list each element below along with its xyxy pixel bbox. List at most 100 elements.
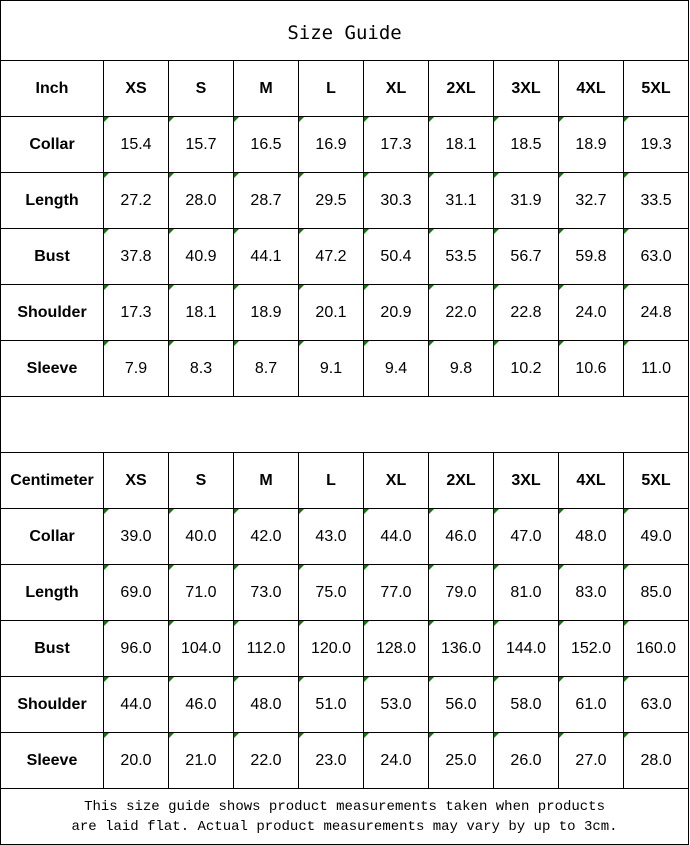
measurement-value: 63.0: [622, 228, 690, 285]
measurement-value: 71.0: [168, 564, 234, 621]
measurement-value: 33.5: [622, 172, 690, 229]
measurement-note: This size guide shows product measuremen…: [0, 788, 690, 845]
measurement-label: Length: [0, 564, 104, 621]
measurement-value: 144.0: [493, 620, 559, 677]
measurement-value: 9.1: [298, 340, 364, 397]
measurement-value: 79.0: [428, 564, 494, 621]
size-header: S: [168, 60, 234, 117]
measurement-value: 15.7: [168, 116, 234, 173]
measurement-value: 9.4: [363, 340, 429, 397]
measurement-value: 32.7: [558, 172, 624, 229]
measurement-value: 10.2: [493, 340, 559, 397]
measurement-value: 23.0: [298, 732, 364, 789]
size-header: XS: [103, 60, 169, 117]
measurement-value: 63.0: [622, 676, 690, 733]
table-title: Size Guide: [0, 0, 690, 61]
measurement-value: 120.0: [298, 620, 364, 677]
measurement-value: 56.0: [428, 676, 494, 733]
measurement-value: 44.0: [363, 508, 429, 565]
measurement-value: 8.7: [233, 340, 299, 397]
measurement-value: 27.2: [103, 172, 169, 229]
measurement-value: 20.1: [298, 284, 364, 341]
measurement-value: 17.3: [363, 116, 429, 173]
measurement-value: 73.0: [233, 564, 299, 621]
measurement-value: 22.8: [493, 284, 559, 341]
size-header: XL: [363, 452, 429, 509]
inch-header-row: Inch XS S M L XL 2XL 3XL 4XL 5XL: [0, 60, 690, 117]
measurement-value: 56.7: [493, 228, 559, 285]
measurement-label: Collar: [0, 508, 104, 565]
measurement-value: 46.0: [168, 676, 234, 733]
measurement-value: 136.0: [428, 620, 494, 677]
measurement-value: 18.1: [168, 284, 234, 341]
measurement-value: 24.0: [558, 284, 624, 341]
measurement-value: 37.8: [103, 228, 169, 285]
note-line-2: are laid flat. Actual product measuremen…: [71, 818, 618, 835]
measurement-value: 28.0: [622, 732, 690, 789]
size-header: M: [233, 452, 299, 509]
measurement-label: Shoulder: [0, 676, 104, 733]
spacer-row: [0, 396, 690, 453]
size-header: 5XL: [622, 452, 690, 509]
measurement-value: 21.0: [168, 732, 234, 789]
measurement-value: 48.0: [558, 508, 624, 565]
measurement-value: 81.0: [493, 564, 559, 621]
measurement-value: 27.0: [558, 732, 624, 789]
measurement-value: 77.0: [363, 564, 429, 621]
measurement-value: 17.3: [103, 284, 169, 341]
measurement-value: 51.0: [298, 676, 364, 733]
measurement-label: Length: [0, 172, 104, 229]
size-header: 3XL: [493, 60, 559, 117]
measurement-value: 49.0: [622, 508, 690, 565]
measurement-value: 18.5: [493, 116, 559, 173]
size-header: 2XL: [428, 60, 494, 117]
measurement-value: 85.0: [622, 564, 690, 621]
measurement-label: Bust: [0, 620, 104, 677]
measurement-value: 58.0: [493, 676, 559, 733]
measurement-value: 18.9: [233, 284, 299, 341]
note-line-1: This size guide shows product measuremen…: [84, 798, 605, 815]
table-row: Length 27.2 28.0 28.7 29.5 30.3 31.1 31.9 32.7 33…: [0, 172, 690, 229]
table-row: Shoulder 44.0 46.0 48.0 51.0 53.0 56.0 58.0 61.0…: [0, 676, 690, 733]
measurement-value: 39.0: [103, 508, 169, 565]
measurement-label: Bust: [0, 228, 104, 285]
measurement-label: Collar: [0, 116, 104, 173]
measurement-value: 19.3: [622, 116, 690, 173]
measurement-value: 16.9: [298, 116, 364, 173]
measurement-value: 26.0: [493, 732, 559, 789]
measurement-value: 53.0: [363, 676, 429, 733]
size-header: 4XL: [558, 60, 624, 117]
measurement-value: 83.0: [558, 564, 624, 621]
measurement-value: 112.0: [233, 620, 299, 677]
measurement-value: 43.0: [298, 508, 364, 565]
size-header: M: [233, 60, 299, 117]
unit-label: Centimeter: [0, 452, 104, 509]
table-row: Collar 39.0 40.0 42.0 43.0 44.0 46.0 47.0 48.0 49…: [0, 508, 690, 565]
measurement-label: Shoulder: [0, 284, 104, 341]
measurement-value: 44.0: [103, 676, 169, 733]
measurement-value: 31.1: [428, 172, 494, 229]
cm-header-row: Centimeter XS S M L XL 2XL 3XL 4XL 5XL: [0, 452, 690, 509]
measurement-value: 25.0: [428, 732, 494, 789]
unit-label: Inch: [0, 60, 104, 117]
measurement-value: 44.1: [233, 228, 299, 285]
size-header: L: [298, 452, 364, 509]
size-header: 4XL: [558, 452, 624, 509]
size-header: 5XL: [622, 60, 690, 117]
measurement-value: 47.0: [493, 508, 559, 565]
size-header: S: [168, 452, 234, 509]
table-row: Length 69.0 71.0 73.0 75.0 77.0 79.0 81.0 83.0 85…: [0, 564, 690, 621]
measurement-value: 18.9: [558, 116, 624, 173]
table-row: Shoulder 17.3 18.1 18.9 20.1 20.9 22.0 22.8 24.0…: [0, 284, 690, 341]
measurement-value: 10.6: [558, 340, 624, 397]
size-header: XS: [103, 452, 169, 509]
size-header: 3XL: [493, 452, 559, 509]
measurement-value: 18.1: [428, 116, 494, 173]
measurement-value: 15.4: [103, 116, 169, 173]
measurement-value: 47.2: [298, 228, 364, 285]
measurement-value: 128.0: [363, 620, 429, 677]
measurement-label: Sleeve: [0, 340, 104, 397]
measurement-value: 24.0: [363, 732, 429, 789]
table-row: Collar 15.4 15.7 16.5 16.9 17.3 18.1 18.5 18.9 19…: [0, 116, 690, 173]
measurement-value: 28.7: [233, 172, 299, 229]
